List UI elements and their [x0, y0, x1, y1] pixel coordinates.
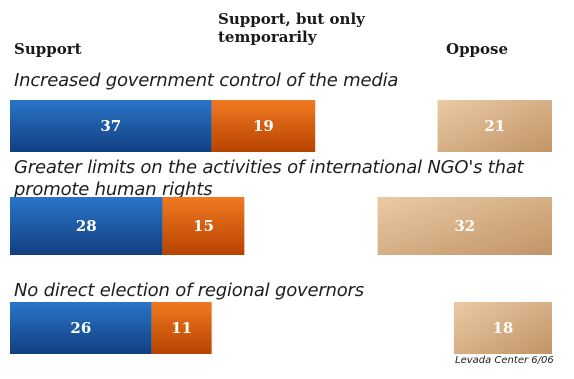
bar-label-support-2: 26: [70, 319, 91, 337]
source-label: Levada Center 6/06: [455, 355, 554, 366]
bar-support-2: [10, 302, 152, 354]
bar-temporary-1: [162, 197, 245, 255]
legend-support: Support: [14, 40, 82, 58]
bar-label-support-1: 28: [76, 217, 97, 235]
bar-oppose-1: [377, 197, 552, 255]
legend-oppose: Oppose: [446, 40, 509, 58]
bar-label-oppose-0: 21: [484, 117, 505, 135]
bar-temporary-0: [211, 100, 316, 152]
bar-support-1: [10, 197, 163, 255]
bar-oppose-0: [437, 100, 552, 152]
bar-oppose-2: [453, 302, 552, 354]
bar-label-oppose-2: 18: [493, 319, 514, 337]
legend-temporary: Support, but only temporarily: [218, 10, 365, 46]
question-label-media: Increased government control of the medi…: [14, 70, 399, 91]
bar-label-support-0: 37: [100, 117, 121, 135]
question-label-governors: No direct election of regional governors: [14, 280, 364, 301]
bar-label-temporary-2: 11: [171, 319, 192, 337]
bar-temporary-2: [151, 302, 212, 354]
bar-support-0: [10, 100, 212, 152]
bar-label-temporary-0: 19: [253, 117, 274, 135]
question-label-ngo: Greater limits on the activities of inte…: [14, 157, 524, 200]
bar-label-oppose-1: 32: [454, 217, 475, 235]
bar-label-temporary-1: 15: [193, 217, 214, 235]
